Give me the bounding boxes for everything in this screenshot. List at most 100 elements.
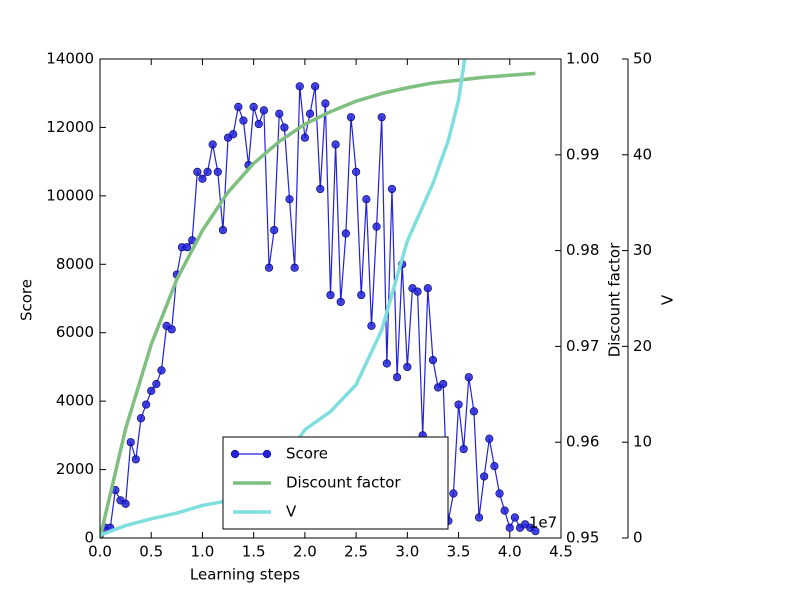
data-point <box>362 195 371 204</box>
data-point <box>198 174 207 183</box>
x-tick-label: 2.5 <box>344 543 368 561</box>
x-tick-label: 4.0 <box>498 543 522 561</box>
data-point <box>290 263 299 272</box>
data-point <box>423 284 432 293</box>
data-point <box>464 373 473 382</box>
data-point <box>131 455 140 464</box>
data-point <box>531 527 540 536</box>
data-point <box>352 167 361 177</box>
y-tick-label: 10000 <box>46 186 94 204</box>
x-tick-label: 3.5 <box>447 543 471 561</box>
plot-frame <box>99 58 562 539</box>
legend-marker <box>230 449 240 459</box>
data-point <box>280 123 289 132</box>
x-tick-label: 3.0 <box>395 543 419 561</box>
y-tick-label: 8000 <box>56 255 94 273</box>
data-point <box>480 472 489 481</box>
y3-tick-label: 20 <box>633 337 652 355</box>
data-point <box>474 513 484 522</box>
data-point <box>316 184 325 194</box>
data-point <box>167 325 176 334</box>
x-tick-label: 0.0 <box>88 543 112 561</box>
data-point <box>367 321 376 330</box>
data-point <box>254 119 263 129</box>
data-point <box>485 434 494 443</box>
data-point <box>295 82 304 91</box>
y2-axis-label: Discount factor <box>606 242 624 357</box>
data-point <box>239 116 248 125</box>
plot-area <box>100 59 540 538</box>
y2-tick-label: 0.99 <box>566 145 599 163</box>
y3-tick-label: 50 <box>633 50 652 68</box>
y2-tick-label: 0.97 <box>566 337 599 355</box>
x-tick-label: 0.5 <box>139 543 163 561</box>
y-tick-label: 4000 <box>56 392 94 410</box>
data-point <box>234 102 243 111</box>
y3-tick-label: 10 <box>633 433 652 451</box>
data-point <box>249 102 258 111</box>
y3-tick-label: 0 <box>633 529 643 547</box>
data-point <box>413 287 422 296</box>
data-point <box>193 167 202 177</box>
data-point <box>152 379 161 389</box>
data-point <box>439 379 448 389</box>
data-point <box>382 359 391 368</box>
data-point <box>346 113 356 122</box>
legend-label: Discount factor <box>286 474 401 492</box>
data-point <box>510 513 520 522</box>
y-tick-label: 0 <box>84 529 94 547</box>
data-point <box>270 225 279 235</box>
data-point <box>136 414 146 423</box>
series-line <box>100 59 467 537</box>
y-axis-label: Score <box>18 279 36 321</box>
data-point <box>213 167 222 177</box>
y3-tick-label: 40 <box>633 145 652 163</box>
data-point <box>203 167 212 177</box>
data-point <box>142 400 151 409</box>
data-point <box>147 386 156 395</box>
data-point <box>326 290 335 300</box>
data-point <box>459 444 468 454</box>
data-point <box>336 297 345 307</box>
data-point <box>182 243 192 252</box>
data-point <box>372 222 381 231</box>
data-point <box>285 195 294 204</box>
data-point <box>331 140 340 149</box>
data-point <box>454 400 463 409</box>
data-point <box>275 109 284 118</box>
data-point <box>428 355 438 365</box>
x-tick-label: 1.0 <box>191 543 215 561</box>
data-point <box>403 362 412 372</box>
legend-label: V <box>286 503 297 521</box>
x-tick-label: 2.0 <box>293 543 317 561</box>
x-tick-label: 4.5 <box>549 543 573 561</box>
x-tick-label: 1.5 <box>242 543 266 561</box>
data-point <box>387 184 397 194</box>
data-point <box>490 462 499 471</box>
data-point <box>121 499 130 508</box>
y2-tick-label: 1.00 <box>566 50 599 68</box>
data-point <box>357 290 366 300</box>
x-offset-label: 1e7 <box>529 514 557 532</box>
data-point <box>259 106 269 115</box>
y-tick-label: 14000 <box>46 50 94 68</box>
data-point <box>377 113 386 122</box>
data-point <box>495 489 504 498</box>
data-point <box>157 366 166 375</box>
data-point <box>229 130 238 139</box>
data-point <box>341 229 350 238</box>
data-point <box>469 407 479 416</box>
data-point <box>208 140 217 149</box>
y2-tick-label: 0.96 <box>566 433 599 451</box>
legend-label: Score <box>286 445 328 463</box>
x-axis-label: Learning steps <box>190 566 300 584</box>
data-point <box>321 99 330 108</box>
series-line <box>100 85 536 535</box>
data-point <box>300 133 309 142</box>
y-tick-label: 2000 <box>56 460 94 478</box>
data-point <box>305 109 315 118</box>
data-point <box>449 489 458 498</box>
y-tick-label: 12000 <box>46 118 94 136</box>
data-point <box>311 82 320 91</box>
